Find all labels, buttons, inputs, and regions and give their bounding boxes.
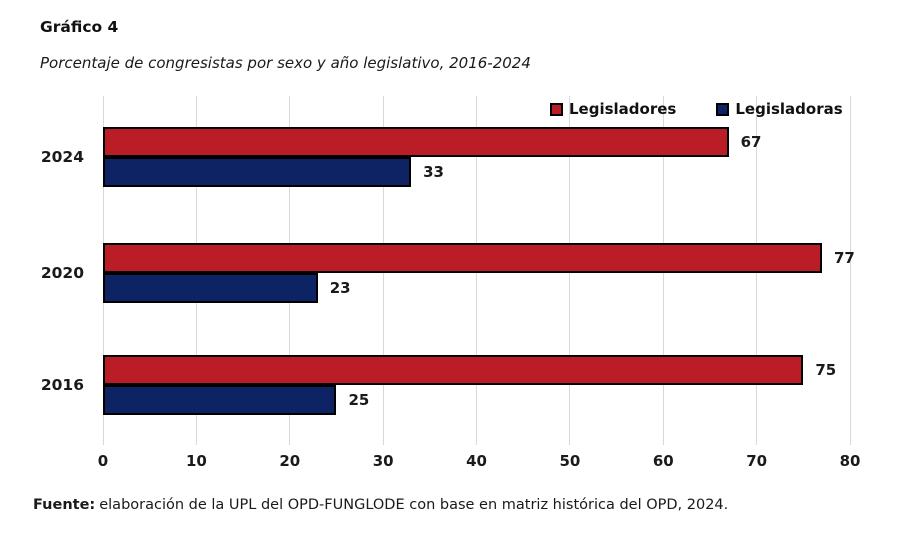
legend-item-legisladores: Legisladores	[550, 100, 676, 118]
data-label-legisladoras-2020: 23	[329, 279, 351, 297]
x-tick-label-60: 60	[652, 452, 674, 470]
plot-area: 67 33 77 23 75 25	[102, 96, 855, 445]
x-tick-label-40: 40	[466, 452, 487, 470]
x-tick-label-20: 20	[279, 452, 301, 470]
y-category-label-2020: 2020	[40, 264, 84, 282]
x-tick-label-10: 10	[185, 452, 207, 470]
source-note: Fuente: elaboración de la UPL del OPD-FUN…	[33, 497, 728, 513]
bar-legisladores-2016	[103, 355, 804, 385]
data-label-legisladores-2016: 75	[815, 361, 837, 379]
legend-swatch-icon	[716, 102, 730, 116]
x-tick-label-70: 70	[746, 452, 768, 470]
data-label-legisladoras-2024: 33	[423, 163, 444, 181]
x-tick-label-30: 30	[372, 452, 394, 470]
x-tick-label-50: 50	[559, 452, 581, 470]
data-label-legisladoras-2016: 25	[348, 391, 370, 409]
legend-swatch-icon	[550, 102, 563, 116]
bar-legisladoras-2024	[103, 157, 412, 187]
bar-legisladoras-2016	[103, 385, 337, 415]
legend-item-legisladoras: Legisladoras	[716, 100, 843, 118]
bar-legisladoras-2020	[103, 273, 318, 303]
data-label-legisladores-2020: 77	[833, 249, 855, 267]
y-category-label-2016: 2016	[40, 376, 84, 394]
source-text: elaboración de la UPL del OPD-FUNGLODE c…	[99, 497, 729, 513]
x-tick-label-0: 0	[97, 452, 109, 470]
chart-title: Gráfico 4	[40, 18, 119, 36]
source-label: Fuente:	[33, 497, 96, 513]
y-category-label-2024: 2024	[40, 148, 84, 166]
bar-legisladores-2024	[103, 127, 729, 157]
chart-subtitle: Porcentaje de congresistas por sexo y añ…	[40, 54, 531, 72]
legend-label: Legisladoras	[735, 100, 843, 118]
chart-legend: Legisladores Legisladoras	[550, 100, 843, 118]
data-label-legisladores-2024: 67	[740, 133, 762, 151]
legend-label: Legisladores	[569, 100, 677, 118]
gridline-x-80	[849, 96, 851, 445]
bar-legisladores-2020	[103, 243, 822, 273]
x-tick-label-80: 80	[839, 452, 861, 470]
